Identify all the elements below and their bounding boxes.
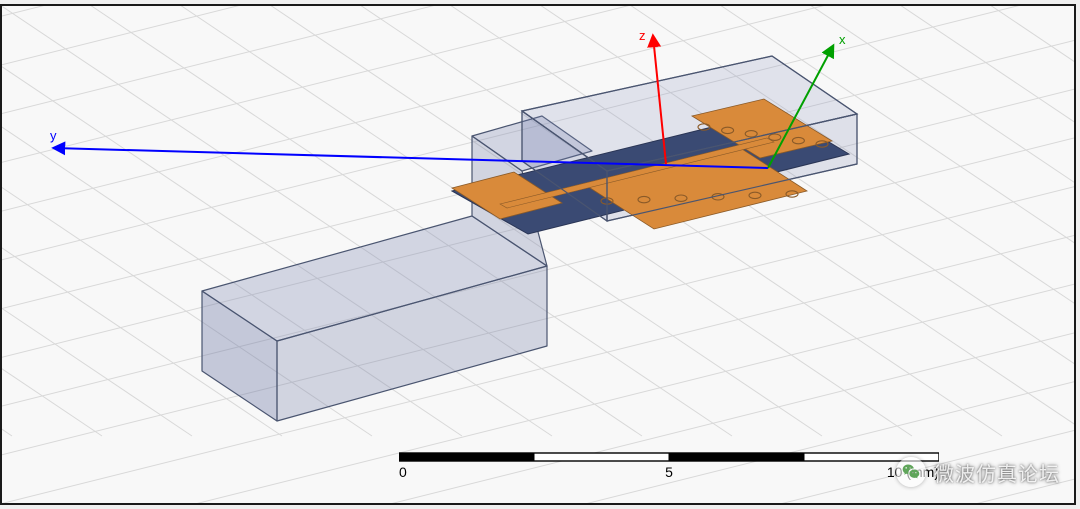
model-group[interactable] [202,56,857,421]
scale-ruler: 0 5 10 (mm) [399,451,939,485]
svg-text:5: 5 [665,464,673,480]
scene-svg: x y z [2,6,1074,503]
axis-y-label: y [50,128,57,143]
viewport-frame: x y z 0510 (mm) 微波仿真论坛 [0,4,1076,505]
svg-text:10 (mm): 10 (mm) [887,464,939,480]
axis-z-label: z [639,28,646,43]
3d-viewport[interactable]: x y z 0510 (mm) 微波仿真论坛 [2,6,1074,503]
axis-x-label: x [839,32,846,47]
svg-text:0: 0 [399,464,407,480]
